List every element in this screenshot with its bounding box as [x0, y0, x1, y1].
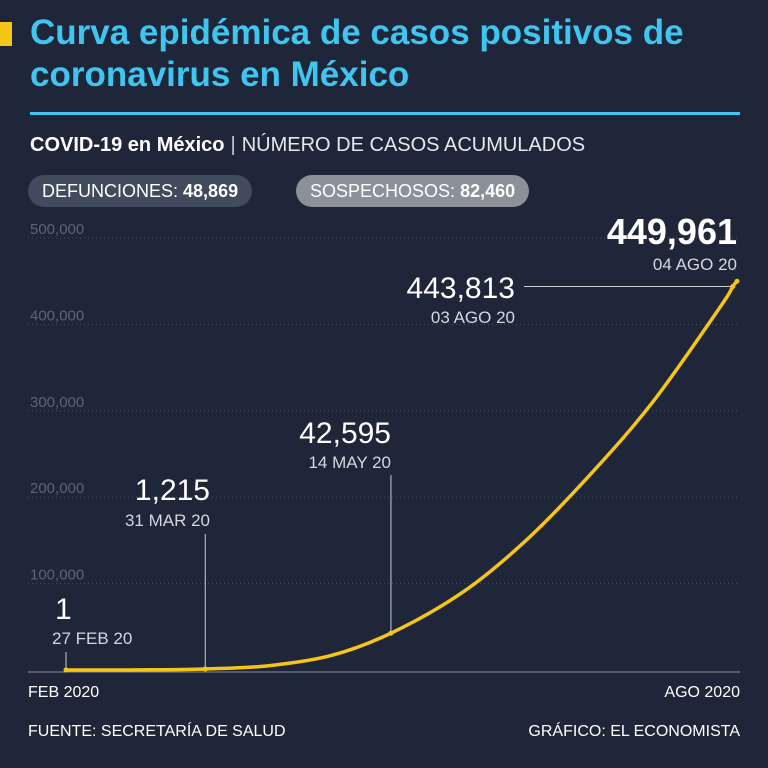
- y-tick-label: 400,000: [30, 307, 84, 324]
- data-point: [730, 284, 736, 290]
- title-accent-bar: [0, 22, 12, 46]
- callout-date: 04 AGO 20: [653, 255, 737, 274]
- subtitle-measure: NÚMERO DE CASOS ACUMULADOS: [241, 134, 586, 156]
- callout-date: 31 MAR 20: [125, 511, 210, 530]
- data-point: [734, 278, 740, 284]
- x-tick-label: AGO 2020: [664, 684, 740, 701]
- subtitle-separator: |: [230, 134, 236, 156]
- callout-value: 42,595: [299, 417, 391, 450]
- chart-subtitle: COVID-19 en México | NÚMERO DE CASOS ACUMU…: [30, 134, 585, 157]
- deaths-value: 48,869: [183, 181, 239, 201]
- suspected-label: SOSPECHOSOS:: [310, 181, 456, 201]
- subtitle-topic: COVID-19 en México: [30, 134, 225, 156]
- y-tick-label: 200,000: [30, 480, 84, 497]
- deaths-label: DEFUNCIONES:: [42, 181, 179, 201]
- deaths-badge: DEFUNCIONES: 48,869: [28, 175, 253, 207]
- title-divider: [30, 112, 740, 115]
- graphic-credit: GRÁFICO: EL ECONOMISTA: [528, 723, 740, 740]
- callout-value: 443,813: [407, 272, 515, 305]
- data-point: [202, 666, 208, 672]
- callout-date: 27 FEB 20: [52, 629, 132, 648]
- data-point: [63, 667, 69, 673]
- callout-value: 449,961: [607, 211, 737, 252]
- y-tick-label: 100,000: [30, 567, 84, 584]
- y-tick-label: 300,000: [30, 394, 84, 411]
- suspected-badge: SOSPECHOSOS: 82,460: [296, 175, 530, 207]
- x-tick-label: FEB 2020: [28, 684, 99, 701]
- page-title: Curva epidémica de casos positivos de co…: [30, 13, 684, 94]
- data-point: [388, 630, 394, 636]
- source-credit: FUENTE: SECRETARÍA DE SALUD: [28, 723, 286, 740]
- callout-value: 1: [55, 593, 72, 626]
- callout-date: 14 MAY 20: [308, 453, 391, 472]
- y-tick-label: 500,000: [30, 221, 84, 238]
- callout-value: 1,215: [135, 474, 210, 507]
- suspected-value: 82,460: [460, 181, 516, 201]
- callout-date: 03 AGO 20: [431, 308, 515, 327]
